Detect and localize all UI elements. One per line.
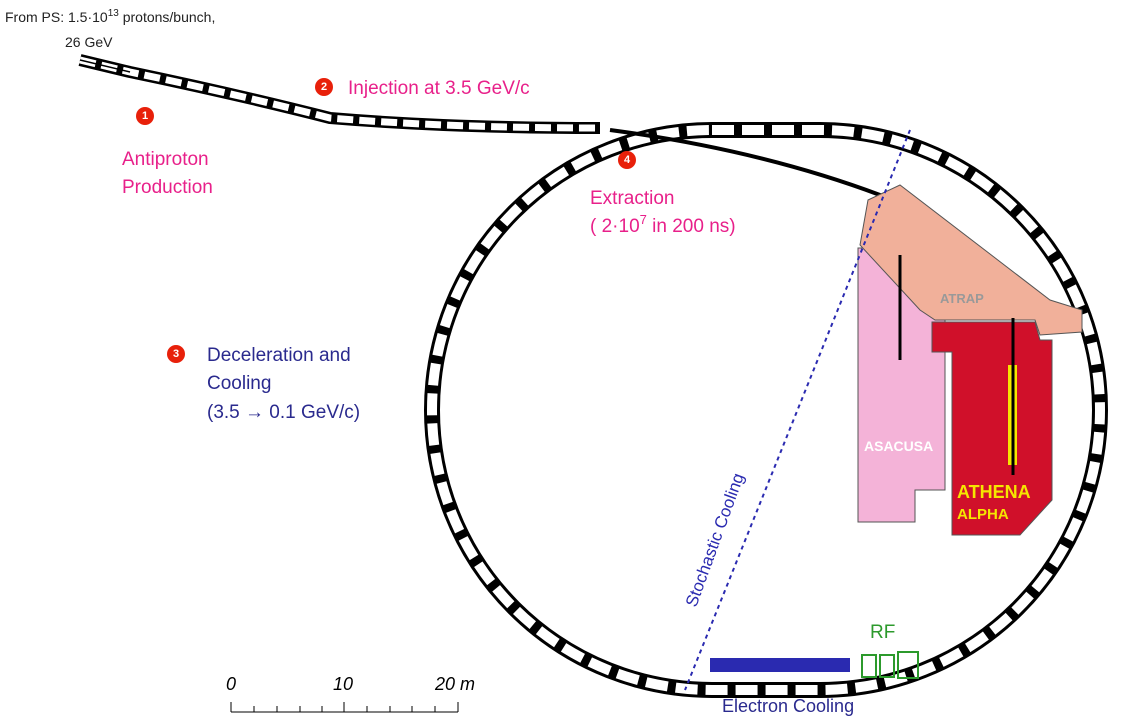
source-sup: 13 xyxy=(108,8,120,19)
electron-cooler xyxy=(710,658,850,672)
stochastic-label: Stochastic Cooling xyxy=(682,471,748,610)
source-text: From PS: 1.5·1013 protons/bunch, xyxy=(5,8,215,25)
experiment-label: ATRAP xyxy=(940,291,984,306)
detail-sup: 7 xyxy=(640,212,647,227)
step-label: Injection at 3.5 GeV/c xyxy=(348,78,530,99)
step-number: 4 xyxy=(624,154,631,166)
step-label: Production xyxy=(122,177,213,198)
athena-area xyxy=(932,322,1052,535)
step-label: Extraction xyxy=(590,188,674,209)
scale-label: 20 m xyxy=(434,674,475,694)
step-number: 1 xyxy=(142,110,148,122)
source-line: protons/bunch, xyxy=(119,9,216,25)
source-line: 26 GeV xyxy=(65,34,113,50)
detail-part: in 200 ns) xyxy=(647,216,736,237)
experiment-label: ALPHA xyxy=(957,506,1009,523)
electron-label: Electron Cooling xyxy=(722,696,854,716)
step-detail: ( 2·107 in 200 ns) xyxy=(590,212,736,237)
detail-part: ( 2·10 xyxy=(590,216,640,237)
step-number: 3 xyxy=(173,348,179,360)
step-label: (3.5 → 0.1 GeV/c) xyxy=(207,402,360,423)
scale-label: 10 xyxy=(333,674,353,694)
experiment-label: ATHENA xyxy=(957,482,1031,502)
rf-label: RF xyxy=(870,622,895,643)
source-line: From PS: 1.5·10 xyxy=(5,9,108,25)
step-label: Deceleration and xyxy=(207,345,351,366)
scale-label: 0 xyxy=(226,674,236,694)
rf-cavity xyxy=(862,655,876,677)
step-number: 2 xyxy=(321,81,327,93)
step-label: Antiproton xyxy=(122,149,209,170)
step-label: Cooling xyxy=(207,373,271,394)
scale-bar xyxy=(231,702,458,712)
ad-diagram: From PS: 1.5·1013 protons/bunch, 26 GeV … xyxy=(0,0,1123,718)
experiment-label: ASACUSA xyxy=(864,438,933,454)
